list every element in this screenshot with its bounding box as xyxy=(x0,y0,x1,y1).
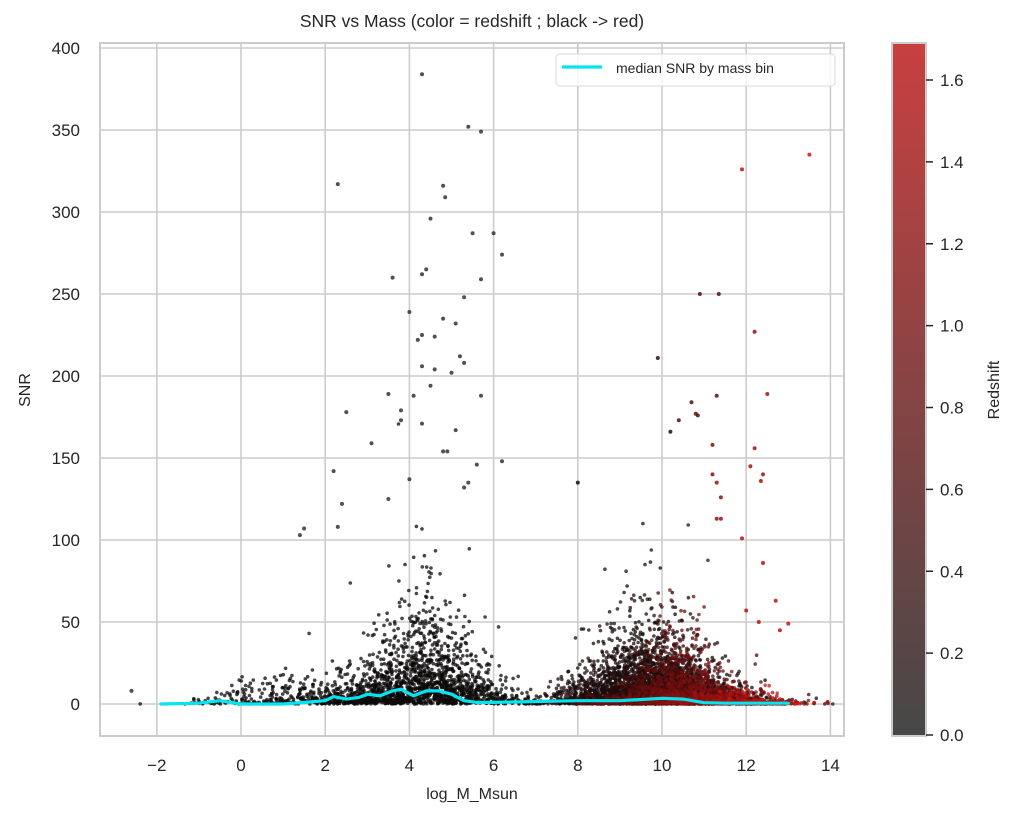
colorbar-tick-label: 0.2 xyxy=(940,644,964,663)
y-tick-label: 50 xyxy=(61,613,80,632)
y-tick-label: 350 xyxy=(52,121,80,140)
y-tick-label: 200 xyxy=(52,367,80,386)
colorbar-tick-label: 0.4 xyxy=(940,562,964,581)
colorbar-gradient xyxy=(891,42,927,737)
x-tick-label: 0 xyxy=(236,756,245,775)
y-axis-ticks: 0 50 100 150 200 250 300 350 400 xyxy=(52,39,80,714)
axes-frame xyxy=(99,42,845,737)
x-tick-label: 2 xyxy=(320,756,329,775)
x-tick-label: 4 xyxy=(405,756,414,775)
colorbar-tick-label: 0.0 xyxy=(940,726,964,745)
y-axis-label: SNR xyxy=(17,373,34,407)
colorbar-ticks: 0.0 0.2 0.4 0.6 0.8 1.0 1.2 1.4 1.6 xyxy=(926,71,964,745)
colorbar-tick-label: 0.6 xyxy=(940,480,964,499)
x-axis-ticks: −2 0 2 4 6 8 10 12 14 xyxy=(147,756,840,775)
plot-area xyxy=(99,42,845,737)
colorbar-tick-label: 1.0 xyxy=(940,317,964,336)
colorbar-tick-label: 0.8 xyxy=(940,399,964,418)
colorbar-tick-label: 1.4 xyxy=(940,153,964,172)
colorbar-tick-label: 1.2 xyxy=(940,235,964,254)
y-tick-label: 0 xyxy=(71,695,80,714)
y-tick-label: 100 xyxy=(52,531,80,550)
colorbar: 0.0 0.2 0.4 0.6 0.8 1.0 1.2 1.4 1.6 Redshift xyxy=(891,42,1003,745)
chart-title: SNR vs Mass (color = redshift ; black ->… xyxy=(300,11,644,31)
median-snr-line xyxy=(159,687,790,706)
colorbar-label: Redshift xyxy=(986,360,1003,419)
x-tick-label: 10 xyxy=(653,756,672,775)
y-tick-label: 300 xyxy=(52,203,80,222)
x-tick-label: 12 xyxy=(737,756,756,775)
axes-background xyxy=(100,43,844,736)
x-tick-label: 14 xyxy=(821,756,840,775)
x-tick-label: −2 xyxy=(147,756,166,775)
legend-box xyxy=(555,53,836,87)
x-tick-label: 8 xyxy=(573,756,582,775)
y-tick-label: 250 xyxy=(52,285,80,304)
x-tick-label: 6 xyxy=(489,756,498,775)
y-tick-label: 400 xyxy=(52,39,80,58)
colorbar-tick-label: 1.6 xyxy=(940,71,964,90)
x-axis-label: log_M_Msun xyxy=(426,786,518,803)
legend-label: median SNR by mass bin xyxy=(616,60,774,76)
y-tick-label: 150 xyxy=(52,449,80,468)
legend: median SNR by mass bin xyxy=(555,53,836,87)
